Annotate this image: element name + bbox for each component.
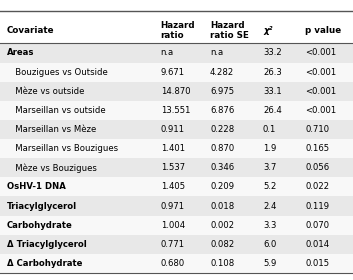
- Text: OsHV-1 DNA: OsHV-1 DNA: [7, 182, 66, 192]
- Text: 3.3: 3.3: [263, 221, 276, 230]
- Bar: [0, 235, 353, 254]
- Text: 0.346: 0.346: [210, 163, 234, 172]
- Text: 0.002: 0.002: [210, 221, 234, 230]
- Text: 13.551: 13.551: [161, 106, 190, 115]
- Bar: [0, 43, 353, 62]
- Bar: [0, 216, 353, 235]
- Text: 26.4: 26.4: [263, 106, 282, 115]
- Text: 5.2: 5.2: [263, 182, 276, 192]
- Text: 14.870: 14.870: [161, 87, 190, 96]
- Bar: [0, 139, 353, 158]
- Text: 0.228: 0.228: [210, 125, 234, 134]
- Bar: [0, 158, 353, 177]
- Text: p value: p value: [305, 26, 341, 35]
- Text: 26.3: 26.3: [263, 67, 282, 77]
- Text: 0.015: 0.015: [305, 259, 329, 268]
- Bar: [0, 177, 353, 197]
- Text: n.a: n.a: [161, 48, 174, 57]
- Text: <0.001: <0.001: [305, 48, 337, 57]
- Bar: [0, 18, 353, 43]
- Text: 6.876: 6.876: [210, 106, 234, 115]
- Text: 0.056: 0.056: [305, 163, 329, 172]
- Text: <0.001: <0.001: [305, 67, 337, 77]
- Text: 0.165: 0.165: [305, 144, 329, 153]
- Text: 1.9: 1.9: [263, 144, 276, 153]
- Text: 0.070: 0.070: [305, 221, 329, 230]
- Text: 1.537: 1.537: [161, 163, 185, 172]
- Text: 0.971: 0.971: [161, 202, 185, 211]
- Text: 0.018: 0.018: [210, 202, 234, 211]
- Bar: [0, 120, 353, 139]
- Bar: [0, 62, 353, 82]
- Text: 0.209: 0.209: [210, 182, 234, 192]
- Text: Δ Carbohydrate: Δ Carbohydrate: [7, 259, 83, 268]
- Text: 1.004: 1.004: [161, 221, 185, 230]
- Text: 0.014: 0.014: [305, 240, 329, 249]
- Text: 1.401: 1.401: [161, 144, 185, 153]
- Text: Mèze vs outside: Mèze vs outside: [7, 87, 84, 96]
- Text: 0.082: 0.082: [210, 240, 234, 249]
- Text: 0.108: 0.108: [210, 259, 234, 268]
- Text: Marseillan vs Mèze: Marseillan vs Mèze: [7, 125, 96, 134]
- Text: 0.119: 0.119: [305, 202, 329, 211]
- Text: 0.680: 0.680: [161, 259, 185, 268]
- Text: Δ Triacylglycerol: Δ Triacylglycerol: [7, 240, 87, 249]
- Text: <0.001: <0.001: [305, 106, 337, 115]
- Text: 4.282: 4.282: [210, 67, 234, 77]
- Text: Marseillan vs Bouzigues: Marseillan vs Bouzigues: [7, 144, 118, 153]
- Text: 0.022: 0.022: [305, 182, 329, 192]
- Text: χ²: χ²: [263, 26, 273, 35]
- Bar: [0, 101, 353, 120]
- Text: 3.7: 3.7: [263, 163, 276, 172]
- Text: 0.1: 0.1: [263, 125, 276, 134]
- Text: 0.771: 0.771: [161, 240, 185, 249]
- Text: Hazard
ratio: Hazard ratio: [161, 21, 195, 41]
- Text: 6.975: 6.975: [210, 87, 234, 96]
- Text: Marseillan vs outside: Marseillan vs outside: [7, 106, 106, 115]
- Text: n.a: n.a: [210, 48, 223, 57]
- Bar: [0, 254, 353, 273]
- Text: 5.9: 5.9: [263, 259, 276, 268]
- Text: Bouzigues vs Outside: Bouzigues vs Outside: [7, 67, 108, 77]
- Text: Hazard
ratio SE: Hazard ratio SE: [210, 21, 249, 41]
- Text: 1.405: 1.405: [161, 182, 185, 192]
- Text: Triacylglycerol: Triacylglycerol: [7, 202, 77, 211]
- Text: Carbohydrate: Carbohydrate: [7, 221, 73, 230]
- Text: 2.4: 2.4: [263, 202, 276, 211]
- Bar: [0, 197, 353, 216]
- Text: 0.870: 0.870: [210, 144, 234, 153]
- Text: 0.911: 0.911: [161, 125, 185, 134]
- Text: 33.2: 33.2: [263, 48, 282, 57]
- Bar: [0, 82, 353, 101]
- Text: 9.671: 9.671: [161, 67, 185, 77]
- Text: 0.710: 0.710: [305, 125, 329, 134]
- Text: Areas: Areas: [7, 48, 35, 57]
- Text: 33.1: 33.1: [263, 87, 282, 96]
- Text: <0.001: <0.001: [305, 87, 337, 96]
- Text: Covariate: Covariate: [7, 26, 55, 35]
- Text: Mèze vs Bouzigues: Mèze vs Bouzigues: [7, 163, 97, 172]
- Text: 6.0: 6.0: [263, 240, 276, 249]
